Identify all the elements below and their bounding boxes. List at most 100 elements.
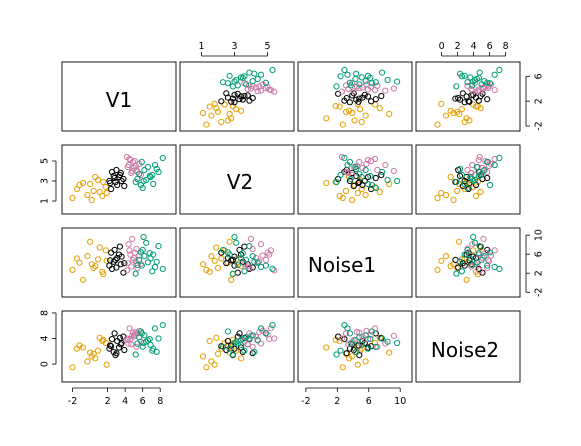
data-point <box>139 184 146 192</box>
data-point <box>213 334 220 341</box>
data-point <box>155 243 162 250</box>
data-point <box>356 170 363 178</box>
data-point <box>382 87 389 94</box>
data-point <box>354 361 361 368</box>
data-point <box>143 239 150 246</box>
data-point <box>103 257 110 264</box>
data-point <box>69 194 76 202</box>
data-point <box>470 78 477 85</box>
data-point <box>347 175 354 183</box>
data-point <box>464 79 471 86</box>
data-point <box>134 262 141 269</box>
data-point <box>146 336 153 343</box>
data-point <box>113 264 120 271</box>
data-point <box>150 180 157 188</box>
left-axis-v2: 1 3 5 <box>40 158 57 204</box>
data-point <box>469 262 476 269</box>
data-point <box>254 75 261 83</box>
data-point <box>349 353 356 360</box>
data-point <box>203 266 210 273</box>
data-point <box>450 196 457 204</box>
data-point <box>434 266 441 273</box>
data-point <box>362 332 369 339</box>
data-point <box>231 262 238 269</box>
data-point <box>341 322 348 329</box>
data-point <box>231 339 238 347</box>
data-point <box>480 235 487 242</box>
data-point <box>484 158 491 166</box>
data-point <box>79 276 87 283</box>
data-point <box>116 171 124 179</box>
data-point <box>484 96 491 103</box>
data-point <box>238 355 245 362</box>
variable-label-v1: V1 <box>106 88 132 112</box>
data-point <box>339 121 346 128</box>
data-point <box>466 98 473 105</box>
data-point <box>147 173 154 181</box>
data-point <box>259 252 266 259</box>
data-point <box>203 364 210 371</box>
data-point <box>344 325 351 332</box>
data-point <box>359 164 366 172</box>
data-point <box>269 66 276 74</box>
data-point <box>463 276 470 283</box>
data-point <box>472 103 480 110</box>
data-point <box>358 341 365 348</box>
data-point <box>452 95 459 102</box>
bottom-axis-v1: -2 2 4 6 8 <box>68 387 163 407</box>
data-point <box>475 250 482 257</box>
panel-v2-vs-v1 <box>69 153 166 204</box>
data-point <box>133 245 140 252</box>
data-point <box>103 189 110 197</box>
tick-label: 8 <box>157 396 163 407</box>
data-point <box>92 263 99 270</box>
data-point <box>219 79 227 86</box>
data-point <box>353 70 360 77</box>
data-point <box>364 93 372 100</box>
data-point <box>231 233 238 241</box>
data-point <box>69 364 76 371</box>
data-point <box>132 351 139 358</box>
tick-label: -2 <box>301 396 310 407</box>
panel-frame-v2-vs-v1 <box>61 144 177 215</box>
data-point <box>458 171 465 179</box>
data-point <box>233 239 240 246</box>
data-point <box>247 85 255 92</box>
data-point <box>442 253 450 260</box>
data-point <box>344 71 351 78</box>
data-point <box>342 108 350 116</box>
data-point <box>211 100 218 108</box>
data-point <box>456 165 464 173</box>
data-point <box>257 71 265 78</box>
data-point <box>458 268 465 275</box>
data-point <box>146 172 153 180</box>
data-point <box>257 241 265 248</box>
left-axis-noise2: 0 4 8 <box>40 310 57 367</box>
data-point <box>94 256 102 263</box>
data-point <box>438 189 445 197</box>
data-point <box>485 256 492 263</box>
data-point <box>372 343 379 350</box>
data-point <box>214 264 222 272</box>
data-point <box>246 264 253 272</box>
panel-v2-vs-noise1 <box>323 153 401 204</box>
data-point <box>206 103 213 110</box>
data-point <box>456 258 464 265</box>
data-point <box>472 192 480 200</box>
right-axis-noise2: -2 2 6 <box>525 73 545 131</box>
data-point <box>467 173 474 181</box>
data-point <box>453 270 460 277</box>
data-point <box>367 74 374 82</box>
data-point <box>271 267 278 274</box>
data-point <box>478 81 485 88</box>
data-point <box>475 172 482 180</box>
data-point <box>159 265 166 272</box>
data-point <box>364 86 372 93</box>
data-point <box>239 250 246 257</box>
data-point <box>100 178 107 186</box>
data-point <box>144 163 151 171</box>
data-point <box>323 344 330 351</box>
data-point <box>113 166 120 174</box>
data-point <box>469 82 476 89</box>
